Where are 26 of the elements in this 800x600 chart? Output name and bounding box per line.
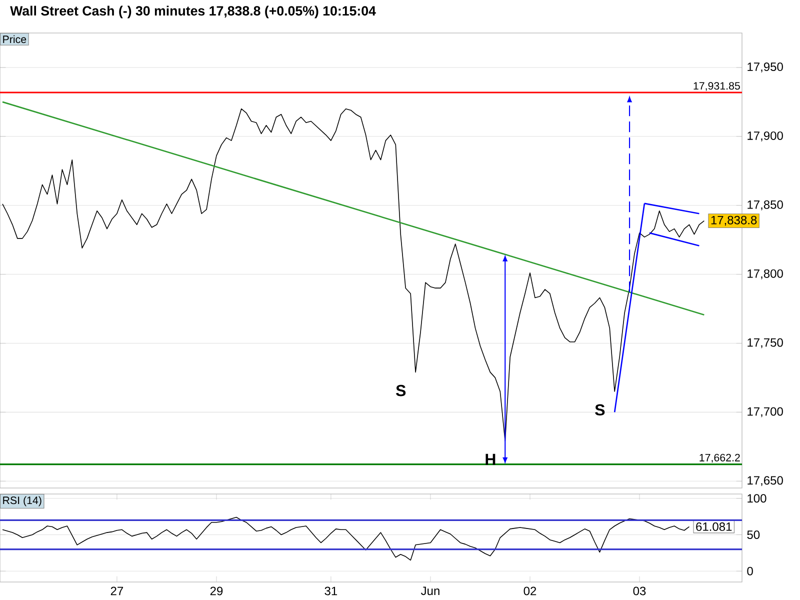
annotation: S xyxy=(595,404,605,416)
x-tick-label: Jun xyxy=(420,586,440,596)
annotation: H xyxy=(486,454,496,465)
x-tick-label: 31 xyxy=(324,586,338,596)
data-label: 17,838.8 xyxy=(711,216,757,226)
chart-title: Wall Street Cash (-) 30 minutes 17,838.8 (+0.05%) 10:15:04 xyxy=(10,6,376,18)
y-tick-label: 0 xyxy=(747,566,753,576)
y-tick-label: 17,900 xyxy=(748,131,783,142)
y-tick-label: 100 xyxy=(748,494,766,503)
y-tick-label: 17,850 xyxy=(748,200,783,210)
y-tick-label: 17,750 xyxy=(748,338,783,348)
y-tick-label: 17,800 xyxy=(748,269,783,280)
ref-line-label: 17,931.85 xyxy=(694,82,740,91)
x-tick-label: 29 xyxy=(210,586,223,596)
annotation: S xyxy=(396,384,406,396)
x-tick-label: 27 xyxy=(110,586,124,596)
y-tick-label: 17,700 xyxy=(748,407,783,418)
x-tick-label: 02 xyxy=(524,586,536,596)
y-axis-title: Price xyxy=(3,35,26,44)
data-label: 61.081 xyxy=(696,522,732,531)
y-tick-label: 17,950 xyxy=(748,62,783,72)
y-tick-label: 50 xyxy=(747,530,760,539)
ref-line-label: 17,662.2 xyxy=(700,454,740,463)
y-tick-label: 17,650 xyxy=(748,476,783,486)
y-axis-title: RSI (14) xyxy=(3,496,42,506)
x-tick-label: 03 xyxy=(633,586,646,596)
